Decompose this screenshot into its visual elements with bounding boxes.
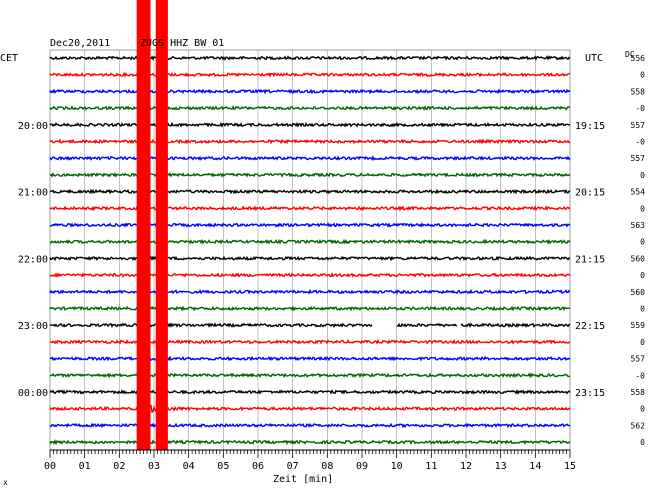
x-tick-label: 12 <box>460 461 472 472</box>
dc-offset: -0 <box>635 371 645 380</box>
trace-row <box>49 205 571 212</box>
x-tick-label: 06 <box>252 461 264 472</box>
trace-row <box>49 255 571 262</box>
dc-offset: 0 <box>640 71 645 80</box>
trace-row <box>50 222 570 229</box>
trace-row <box>49 288 571 295</box>
header-station: ZUGS HHZ BW 01 <box>140 38 224 49</box>
utc-time-label: 23:15 <box>575 388 605 399</box>
dc-offset: 558 <box>631 87 646 96</box>
dc-offset: 562 <box>631 421 646 430</box>
dc-label: DC <box>625 50 635 59</box>
utc-time-label: 20:15 <box>575 188 605 199</box>
x-axis-label: Zeit [min] <box>273 474 333 485</box>
x-tick-label: 11 <box>425 461 437 472</box>
utc-time-label: 19:15 <box>575 121 605 132</box>
dc-offset: 0 <box>640 338 645 347</box>
dc-offset: 0 <box>640 405 645 414</box>
trace-row <box>49 322 571 329</box>
trace-row <box>49 188 571 195</box>
trace-row <box>49 422 571 429</box>
dc-offset: 0 <box>640 204 645 213</box>
dc-offset: 563 <box>631 221 646 230</box>
dc-offset: 554 <box>631 188 646 197</box>
x-tick-label: 00 <box>44 461 56 472</box>
trace-row <box>49 439 571 446</box>
utc-label: UTC <box>585 53 603 64</box>
x-tick-label: 15 <box>564 461 576 472</box>
trace-row <box>49 372 570 379</box>
event-band <box>155 0 168 450</box>
traces <box>49 55 571 446</box>
dc-offset: 0 <box>640 438 645 447</box>
dc-offset: -0 <box>635 138 645 147</box>
dc-offset: 557 <box>631 154 646 163</box>
trace-row <box>49 338 571 345</box>
x-tick-label: 13 <box>495 461 507 472</box>
trace-row <box>49 388 571 395</box>
cet-time-label: 00:00 <box>18 388 48 399</box>
trace-row <box>49 305 571 312</box>
grid <box>49 49 571 451</box>
dc-offset: 559 <box>631 321 646 330</box>
x-tick-label: 07 <box>287 461 299 472</box>
x-tick-label: 02 <box>113 461 125 472</box>
dc-offset: 0 <box>640 271 645 280</box>
event-highlight <box>136 0 168 450</box>
dc-offset: 0 <box>640 171 645 180</box>
trace-row <box>49 138 571 145</box>
header-date: Dec20,2011 <box>50 38 110 49</box>
dc-offset: -0 <box>635 104 645 113</box>
dc-offset: 558 <box>631 388 646 397</box>
x-tick-label: 05 <box>217 461 229 472</box>
dc-offset: 556 <box>631 54 646 63</box>
cet-time-label: 20:00 <box>18 121 48 132</box>
trace-row <box>49 238 571 245</box>
event-band <box>136 0 151 450</box>
x-tick-label: 01 <box>79 461 91 472</box>
utc-time-label: 21:15 <box>575 254 605 265</box>
dc-offset: 560 <box>631 254 646 263</box>
dc-offset: 560 <box>631 288 646 297</box>
row-labels: 20:00 21:00 22:00 23:00 00:00 19:15 20:15 21:15… <box>18 54 645 447</box>
trace-row <box>49 88 571 95</box>
trace-row <box>49 155 571 161</box>
plot-frame <box>49 49 571 451</box>
dc-offset: 0 <box>640 305 645 314</box>
cet-time-label: 21:00 <box>18 188 48 199</box>
trace-row <box>49 272 571 279</box>
cet-time-label: 23:00 <box>18 321 48 332</box>
trace-row <box>49 71 571 78</box>
dc-offset: 557 <box>631 121 646 130</box>
trace-row <box>49 105 571 111</box>
trace-row <box>49 121 571 128</box>
trace-row <box>49 172 571 178</box>
x-tick-label: 14 <box>529 461 541 472</box>
x-tick-label: 03 <box>148 461 160 472</box>
corner-mark: x <box>3 478 8 487</box>
cet-label: CET <box>0 53 18 64</box>
trace-row <box>49 404 571 416</box>
dc-offset: 557 <box>631 355 646 364</box>
trace-row <box>50 355 571 362</box>
cet-time-label: 22:00 <box>18 254 48 265</box>
x-tick-label: 08 <box>321 461 333 472</box>
x-tick-label: 04 <box>183 461 195 472</box>
utc-time-label: 22:15 <box>575 321 605 332</box>
axes: 00 01 02 03 04 05 06 07 08 09 10 11 12 13 14 15 <box>44 449 576 472</box>
x-tick-label: 10 <box>391 461 403 472</box>
dc-offset: 0 <box>640 238 645 247</box>
x-tick-label: 09 <box>356 461 368 472</box>
trace-row <box>49 55 571 61</box>
